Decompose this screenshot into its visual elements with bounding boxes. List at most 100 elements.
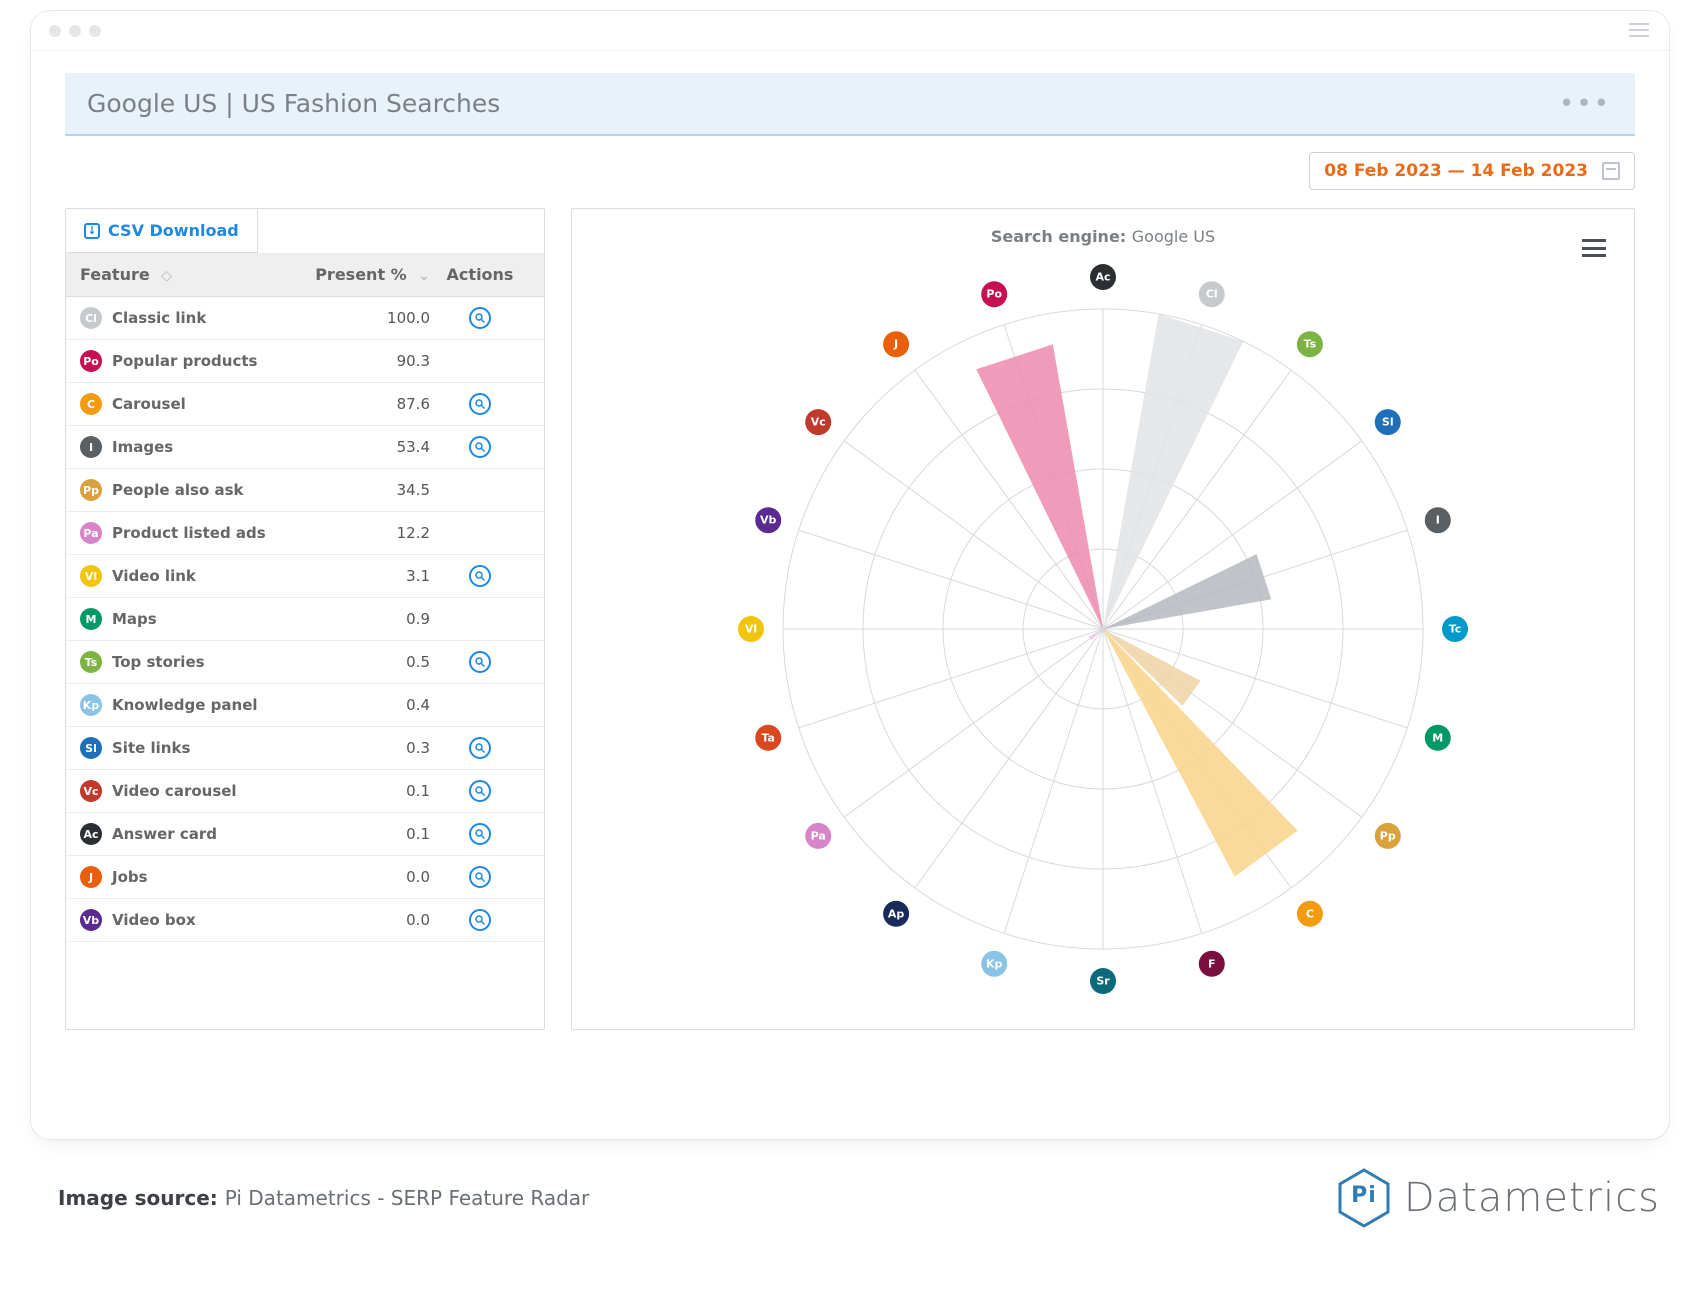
inspect-button[interactable] bbox=[469, 565, 491, 587]
window-dot bbox=[89, 25, 101, 37]
present-value: 0.0 bbox=[280, 868, 430, 886]
col-feature[interactable]: Feature ◇ bbox=[80, 265, 280, 284]
svg-text:Ts: Ts bbox=[1304, 338, 1317, 351]
table-row: Pp People also ask 34.5 bbox=[66, 469, 544, 512]
feature-table-panel: CSV Download Feature ◇ Present % ⌄ Actio… bbox=[65, 208, 545, 1030]
radar-label: Vb bbox=[755, 507, 781, 533]
svg-text:J: J bbox=[893, 338, 898, 351]
header-more-icon[interactable]: ••• bbox=[1559, 89, 1611, 119]
feature-badge: Cl bbox=[80, 307, 102, 329]
present-value: 90.3 bbox=[280, 352, 430, 370]
radar-label: Ap bbox=[883, 901, 909, 927]
footer: Image source: Pi Datametrics - SERP Feat… bbox=[58, 1168, 1660, 1228]
inspect-button[interactable] bbox=[469, 780, 491, 802]
col-present[interactable]: Present % ⌄ bbox=[280, 265, 430, 284]
chart-menu-icon[interactable] bbox=[1582, 239, 1606, 257]
present-value: 0.5 bbox=[280, 653, 430, 671]
table-row: Sl Site links 0.3 bbox=[66, 727, 544, 770]
radar-label: C bbox=[1297, 901, 1323, 927]
inspect-button[interactable] bbox=[469, 651, 491, 673]
present-value: 34.5 bbox=[280, 481, 430, 499]
radar-label: Ac bbox=[1090, 264, 1116, 290]
table-row: Ts Top stories 0.5 bbox=[66, 641, 544, 684]
app-window: Google US | US Fashion Searches ••• 08 F… bbox=[30, 10, 1670, 1140]
svg-text:Ap: Ap bbox=[888, 907, 905, 920]
present-value: 100.0 bbox=[280, 309, 430, 327]
feature-name: Top stories bbox=[112, 653, 205, 671]
svg-text:Ta: Ta bbox=[761, 731, 775, 744]
radar-label: Vc bbox=[805, 409, 831, 435]
col-actions: Actions bbox=[430, 265, 530, 284]
feature-badge: Po bbox=[80, 350, 102, 372]
calendar-icon bbox=[1602, 162, 1620, 180]
source-label: Image source: bbox=[58, 1186, 225, 1210]
download-icon bbox=[84, 223, 100, 239]
radar-wedge bbox=[1103, 629, 1298, 877]
inspect-button[interactable] bbox=[469, 393, 491, 415]
window-dot bbox=[69, 25, 81, 37]
feature-name: Jobs bbox=[112, 868, 148, 886]
feature-badge: Ts bbox=[80, 651, 102, 673]
csv-label: CSV Download bbox=[108, 221, 239, 240]
svg-text:C: C bbox=[1306, 907, 1314, 920]
present-value: 12.2 bbox=[280, 524, 430, 542]
date-range-text: 08 Feb 2023 — 14 Feb 2023 bbox=[1324, 161, 1588, 181]
inspect-button[interactable] bbox=[469, 909, 491, 931]
inspect-button[interactable] bbox=[469, 823, 491, 845]
table-row: I Images 53.4 bbox=[66, 426, 544, 469]
svg-text:Cl: Cl bbox=[1206, 288, 1218, 301]
table-row: Kp Knowledge panel 0.4 bbox=[66, 684, 544, 727]
svg-text:Pa: Pa bbox=[811, 829, 826, 842]
menu-icon[interactable] bbox=[1629, 23, 1649, 37]
table-row: J Jobs 0.0 bbox=[66, 856, 544, 899]
feature-name: Video carousel bbox=[112, 782, 237, 800]
inspect-button[interactable] bbox=[469, 866, 491, 888]
radar-label: Pp bbox=[1375, 823, 1401, 849]
svg-text:I: I bbox=[1436, 514, 1440, 527]
feature-name: People also ask bbox=[112, 481, 244, 499]
svg-text:F: F bbox=[1208, 957, 1216, 970]
radar-label: Sl bbox=[1375, 409, 1401, 435]
brand: Pi Datametrics bbox=[1338, 1168, 1660, 1228]
radar-label: I bbox=[1425, 507, 1451, 533]
feature-name: Video link bbox=[112, 567, 196, 585]
feature-name: Popular products bbox=[112, 352, 257, 370]
radar-label: Vl bbox=[738, 616, 764, 642]
feature-name: Carousel bbox=[112, 395, 186, 413]
date-range-picker[interactable]: 08 Feb 2023 — 14 Feb 2023 bbox=[1309, 152, 1635, 190]
page-title: Google US | US Fashion Searches bbox=[87, 89, 500, 118]
sort-icon: ◇ bbox=[161, 268, 172, 284]
radar-label: Po bbox=[981, 281, 1007, 307]
svg-text:Pi: Pi bbox=[1351, 1183, 1377, 1208]
feature-name: Product listed ads bbox=[112, 524, 266, 542]
radar-wedge bbox=[976, 344, 1103, 629]
feature-badge: Kp bbox=[80, 694, 102, 716]
present-value: 0.9 bbox=[280, 610, 430, 628]
table-row: Vl Video link 3.1 bbox=[66, 555, 544, 598]
table-header: Feature ◇ Present % ⌄ Actions bbox=[66, 253, 544, 297]
radar-label: Sr bbox=[1090, 968, 1116, 994]
svg-text:M: M bbox=[1432, 731, 1443, 744]
inspect-button[interactable] bbox=[469, 436, 491, 458]
feature-badge: M bbox=[80, 608, 102, 630]
radar-label: Kp bbox=[981, 951, 1007, 977]
table-row: Po Popular products 90.3 bbox=[66, 340, 544, 383]
radar-chart: AcClTsSlITcMPpCFSrKpApPaTaVlVbVcJPo bbox=[703, 209, 1503, 1029]
table-row: M Maps 0.9 bbox=[66, 598, 544, 641]
svg-text:Po: Po bbox=[986, 288, 1002, 301]
feature-name: Knowledge panel bbox=[112, 696, 258, 714]
present-value: 0.0 bbox=[280, 911, 430, 929]
feature-name: Images bbox=[112, 438, 173, 456]
table-row: Cl Classic link 100.0 bbox=[66, 297, 544, 340]
present-value: 3.1 bbox=[280, 567, 430, 585]
feature-badge: Ac bbox=[80, 823, 102, 845]
inspect-button[interactable] bbox=[469, 307, 491, 329]
csv-download-button[interactable]: CSV Download bbox=[66, 209, 258, 253]
table-row: Vb Video box 0.0 bbox=[66, 899, 544, 942]
svg-text:Vb: Vb bbox=[760, 514, 777, 527]
brand-hex-icon: Pi bbox=[1338, 1168, 1390, 1228]
inspect-button[interactable] bbox=[469, 737, 491, 759]
chevron-down-icon: ⌄ bbox=[418, 268, 430, 284]
titlebar bbox=[31, 11, 1669, 51]
present-value: 0.3 bbox=[280, 739, 430, 757]
